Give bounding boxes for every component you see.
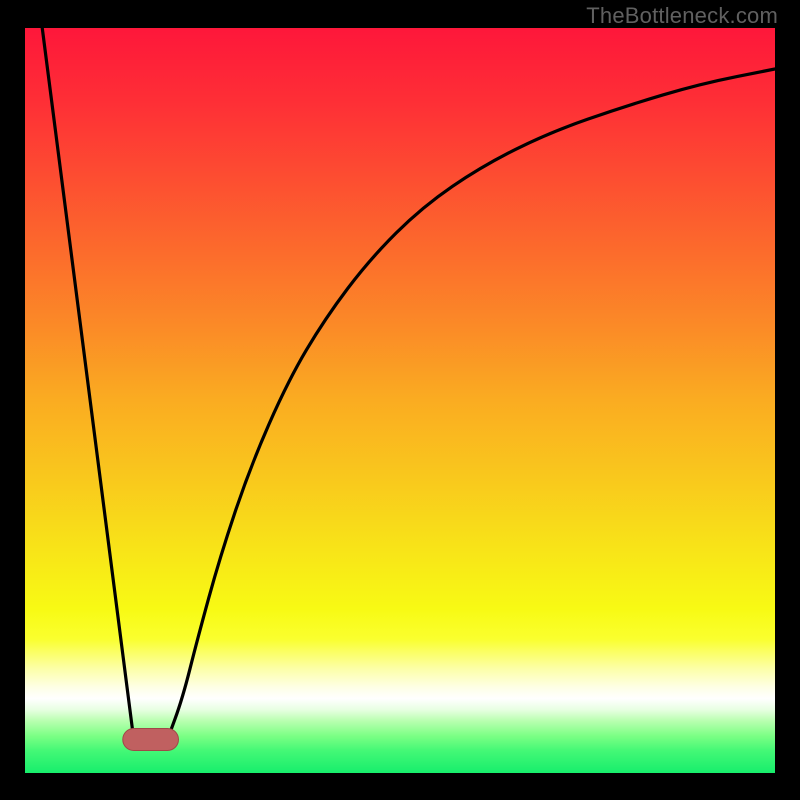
curve-overlay — [25, 28, 775, 773]
chart-container: TheBottleneck.com — [0, 0, 800, 800]
plot-area — [25, 28, 775, 773]
bottleneck-curve — [42, 28, 775, 742]
valley-marker — [123, 728, 179, 750]
watermark-text: TheBottleneck.com — [586, 3, 778, 29]
